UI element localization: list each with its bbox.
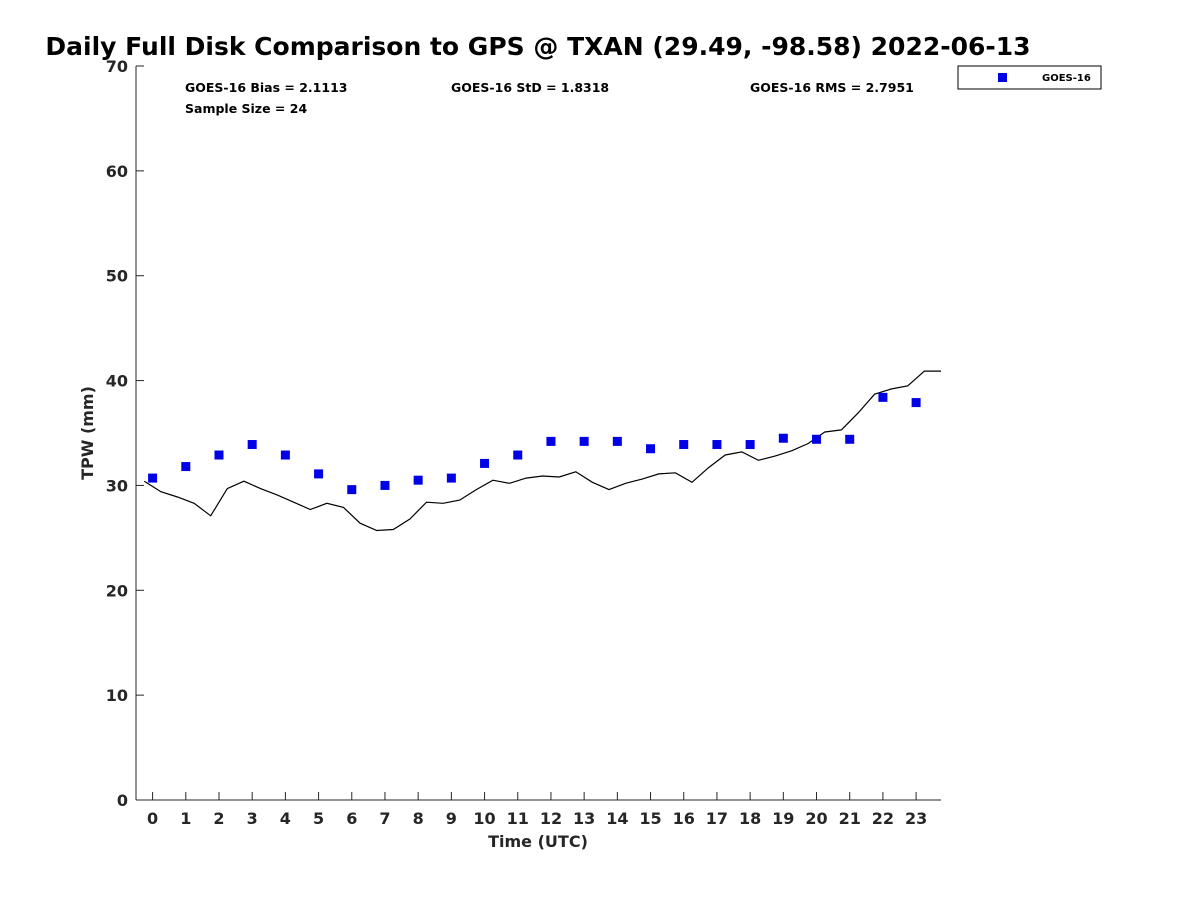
- goes16-data-point: [181, 462, 191, 472]
- goes16-data-point: [280, 450, 290, 460]
- x-tick-label: 11: [507, 809, 529, 828]
- goes16-data-point: [812, 434, 822, 444]
- x-tick-label: 16: [673, 809, 695, 828]
- goes16-data-point: [513, 450, 523, 460]
- goes16-data-point: [679, 440, 689, 450]
- x-tick-label: 8: [413, 809, 424, 828]
- legend-label-goes16: GOES-16: [1042, 73, 1091, 84]
- chart-title: Daily Full Disk Comparison to GPS @ TXAN…: [45, 32, 1030, 61]
- x-tick-label: 6: [346, 809, 357, 828]
- x-tick-label: 3: [247, 809, 258, 828]
- x-axis-ticks: 0 1 2 3 4 5 6 7 8 9 10 11 12 13 14 15 16 17 18 19 20 21 22 23: [147, 792, 927, 828]
- goes16-data-point: [314, 469, 324, 479]
- goes16-data-point: [214, 450, 224, 460]
- y-tick-label: 60: [106, 162, 128, 181]
- x-axis-label: Time (UTC): [488, 832, 588, 851]
- x-tick-label: 14: [606, 809, 628, 828]
- goes16-data-point: [480, 458, 490, 468]
- goes16-data-point: [878, 392, 888, 402]
- x-tick-label: 15: [639, 809, 661, 828]
- x-tick-label: 5: [313, 809, 324, 828]
- goes16-data-point: [247, 440, 257, 450]
- std-stat: GOES-16 StD = 1.8318: [451, 80, 609, 95]
- y-tick-label: 70: [106, 57, 128, 76]
- x-tick-label: 2: [213, 809, 224, 828]
- sample-size-stat: Sample Size = 24: [185, 101, 307, 116]
- y-tick-label: 40: [106, 372, 128, 391]
- y-tick-label: 30: [106, 476, 128, 495]
- x-tick-label: 12: [540, 809, 562, 828]
- x-tick-label: 7: [379, 809, 390, 828]
- x-tick-label: 10: [473, 809, 495, 828]
- goes16-data-point: [745, 440, 755, 450]
- bias-stat: GOES-16 Bias = 2.1113: [185, 80, 347, 95]
- legend: GOES-16: [957, 65, 1102, 90]
- x-tick-label: 23: [905, 809, 927, 828]
- gps-reference-line: [143, 370, 941, 532]
- goes16-data-point: [845, 434, 855, 444]
- goes16-data-point: [413, 475, 423, 485]
- goes16-data-point: [778, 433, 788, 443]
- y-axis-label: TPW (mm): [78, 386, 97, 480]
- x-tick-label: 18: [739, 809, 761, 828]
- x-tick-label: 19: [772, 809, 794, 828]
- x-tick-label: 17: [706, 809, 728, 828]
- x-tick-label: 20: [805, 809, 827, 828]
- goes16-data-point: [546, 436, 556, 446]
- goes16-data-point: [712, 440, 722, 450]
- axes: [135, 66, 941, 801]
- goes16-data-point: [579, 436, 589, 446]
- y-tick-label: 20: [106, 581, 128, 600]
- y-axis-ticks: 0 10 20 30 40 50 60 70: [106, 57, 144, 810]
- x-tick-label: 22: [872, 809, 894, 828]
- x-tick-label: 0: [147, 809, 158, 828]
- x-tick-label: 9: [446, 809, 457, 828]
- x-tick-label: 21: [839, 809, 861, 828]
- goes16-data-point: [148, 473, 158, 483]
- goes16-data-point: [612, 436, 622, 446]
- x-tick-label: 13: [573, 809, 595, 828]
- legend-marker-goes16: [998, 73, 1007, 82]
- rms-stat: GOES-16 RMS = 2.7951: [750, 80, 914, 95]
- goes16-data-point: [446, 473, 456, 483]
- y-tick-label: 0: [117, 791, 128, 810]
- x-tick-label: 1: [180, 809, 191, 828]
- goes16-data-point: [347, 485, 357, 495]
- x-tick-label: 4: [280, 809, 291, 828]
- y-tick-label: 10: [106, 686, 128, 705]
- goes16-data-point: [646, 444, 656, 454]
- legend-box: [957, 65, 1102, 90]
- goes16-data-point: [380, 480, 390, 490]
- goes16-data-point: [911, 398, 921, 408]
- plot-area: [143, 370, 941, 532]
- y-tick-label: 50: [106, 267, 128, 286]
